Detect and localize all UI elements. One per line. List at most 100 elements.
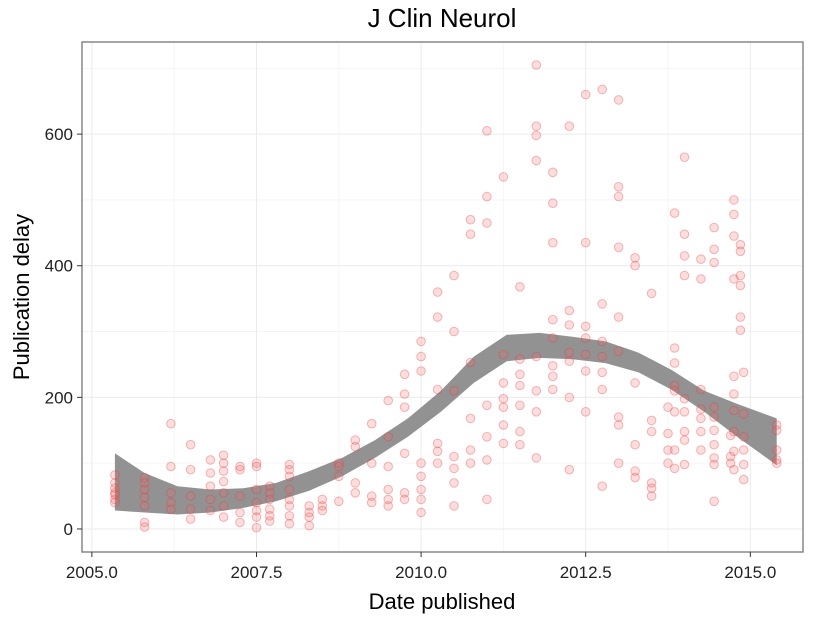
data-point <box>646 483 657 494</box>
data-point <box>284 494 295 505</box>
data-point <box>498 402 509 413</box>
data-point <box>264 494 275 505</box>
data-point <box>738 459 749 470</box>
data-point <box>531 155 542 166</box>
data-point <box>735 270 746 281</box>
data-point <box>350 478 361 488</box>
data-point <box>548 198 558 208</box>
data-point <box>709 425 719 436</box>
data-point <box>218 501 229 511</box>
data-point <box>630 252 640 263</box>
data-point <box>317 505 328 516</box>
data-point <box>284 511 295 521</box>
data-point <box>166 418 176 429</box>
data-point <box>564 121 575 131</box>
data-point <box>679 435 690 445</box>
data-point <box>218 488 229 498</box>
data-point <box>597 481 608 492</box>
data-point <box>205 468 216 478</box>
data-point <box>166 461 176 472</box>
data-point <box>235 461 245 472</box>
data-point <box>696 384 706 395</box>
data-point <box>548 384 558 395</box>
data-point <box>383 395 394 406</box>
data-point <box>696 404 706 415</box>
x-axis: 2005.0 2007.5 2010.0 2012.5 2015.0 <box>66 552 776 582</box>
data-point <box>366 491 377 501</box>
data-point <box>646 415 657 426</box>
data-point <box>679 459 690 470</box>
data-point <box>725 430 736 441</box>
data-point <box>709 402 719 413</box>
data-point <box>531 351 542 362</box>
data-point <box>771 445 782 455</box>
data-point <box>729 464 739 475</box>
data-point <box>729 195 739 205</box>
data-point <box>139 484 150 495</box>
y-tick-label: 0 <box>64 520 73 539</box>
data-point <box>334 496 344 507</box>
data-point <box>738 445 749 455</box>
data-point <box>531 121 542 131</box>
y-tick-label: 400 <box>45 257 73 276</box>
data-point <box>630 378 640 388</box>
data-point <box>498 378 509 388</box>
data-point <box>465 458 476 469</box>
data-point <box>284 459 295 470</box>
data-point <box>669 407 680 417</box>
data-point <box>432 384 443 395</box>
data-point <box>432 438 443 449</box>
data-point <box>449 326 459 337</box>
data-point <box>613 346 624 357</box>
data-point <box>482 432 492 442</box>
data-point <box>679 270 690 281</box>
data-point <box>235 464 245 475</box>
data-point <box>139 478 150 488</box>
data-point <box>334 461 344 472</box>
data-point <box>498 172 509 182</box>
y-axis-title: Publication delay <box>9 214 34 380</box>
data-point <box>729 389 739 399</box>
data-point <box>597 336 608 347</box>
data-point <box>515 400 525 411</box>
data-point <box>515 369 525 380</box>
data-point <box>696 413 706 424</box>
data-point <box>735 239 746 250</box>
data-point <box>416 507 426 518</box>
data-point <box>515 380 525 391</box>
data-point <box>139 501 150 511</box>
data-point <box>771 425 782 436</box>
data-point <box>399 389 410 399</box>
data-point <box>185 439 196 450</box>
data-point <box>696 445 706 455</box>
data-point <box>580 321 591 332</box>
data-point <box>251 461 262 472</box>
x-axis-title: Date published <box>369 589 516 614</box>
data-point <box>317 494 328 505</box>
data-point <box>139 522 150 532</box>
grid <box>82 42 803 552</box>
data-point <box>218 476 229 487</box>
data-point <box>669 463 680 474</box>
data-point <box>771 458 782 469</box>
data-point <box>465 229 476 239</box>
data-point <box>679 251 690 261</box>
data-point <box>139 492 150 503</box>
data-point <box>416 366 426 376</box>
data-point <box>416 494 426 505</box>
data-point <box>613 312 624 322</box>
data-point <box>399 369 410 380</box>
data-point <box>166 488 176 498</box>
data-point <box>738 409 749 419</box>
data-point <box>185 514 196 524</box>
x-tick-label: 2005.0 <box>66 563 118 582</box>
data-point <box>482 126 492 136</box>
data-point <box>251 522 262 533</box>
data-point <box>669 445 680 455</box>
data-point <box>531 407 542 417</box>
data-point <box>218 450 229 461</box>
data-point <box>383 484 394 495</box>
data-point <box>449 501 459 511</box>
data-point <box>597 299 608 309</box>
